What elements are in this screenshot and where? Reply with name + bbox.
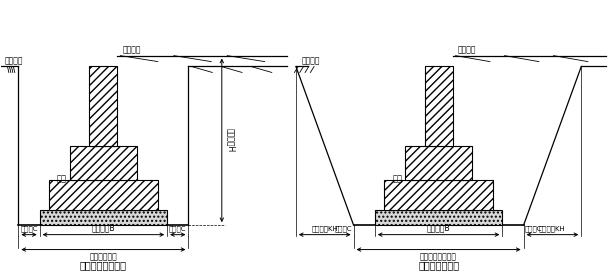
Text: 基础宽度B: 基础宽度B xyxy=(427,224,450,232)
Text: 工作面C: 工作面C xyxy=(335,226,353,232)
Text: 室内地坪: 室内地坪 xyxy=(458,45,476,54)
Text: 工作面C: 工作面C xyxy=(525,226,542,232)
Text: 室外地坪: 室外地坪 xyxy=(4,56,23,65)
Text: 基槽基底开挖宽度: 基槽基底开挖宽度 xyxy=(420,252,457,261)
Text: 室外地坪: 室外地坪 xyxy=(302,56,320,65)
Text: 工作面C: 工作面C xyxy=(20,226,38,232)
Bar xyxy=(384,180,493,210)
Text: 工作面C: 工作面C xyxy=(169,226,187,232)
Text: 放坡宽度KH: 放坡宽度KH xyxy=(539,226,566,232)
Text: 放坡的基槽断面: 放坡的基槽断面 xyxy=(418,260,459,270)
Text: 室内地坪: 室内地坪 xyxy=(122,45,141,54)
Bar xyxy=(425,67,453,147)
Text: 基槽开挖宽度: 基槽开挖宽度 xyxy=(90,252,117,261)
Bar xyxy=(375,210,503,225)
Text: 不放坡的基槽断面: 不放坡的基槽断面 xyxy=(80,260,127,270)
Bar xyxy=(90,67,117,147)
Text: 开挖深度H: 开挖深度H xyxy=(227,128,235,153)
Bar xyxy=(405,147,472,180)
Text: 放坡宽度KH: 放坡宽度KH xyxy=(311,226,338,232)
Bar xyxy=(40,210,167,225)
Text: 基础: 基础 xyxy=(392,174,402,183)
Bar xyxy=(49,180,158,210)
Text: 基础: 基础 xyxy=(57,174,67,183)
Text: 基础宽度B: 基础宽度B xyxy=(92,224,115,232)
Bar xyxy=(70,147,137,180)
